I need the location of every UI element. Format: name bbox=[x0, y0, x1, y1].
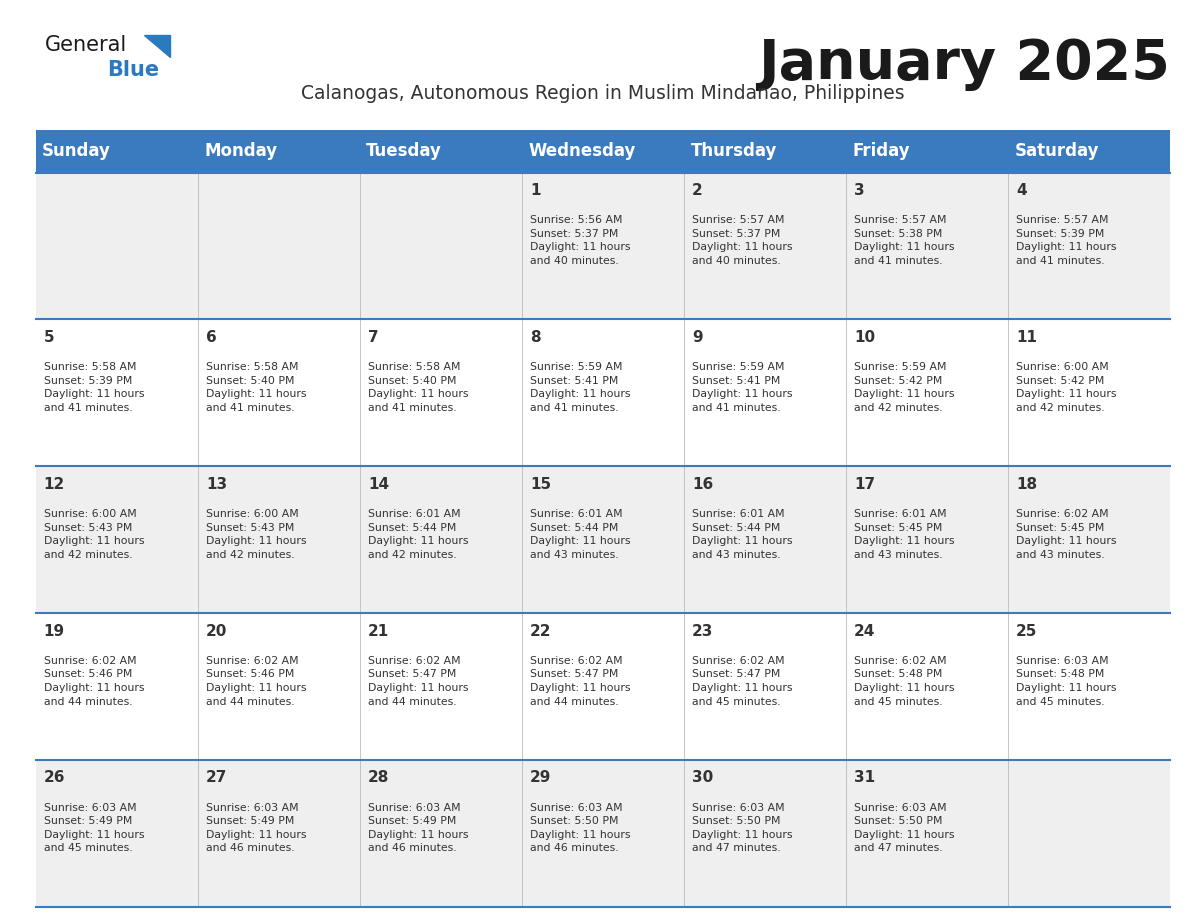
Bar bbox=[36, 760, 1170, 907]
Text: 26: 26 bbox=[44, 770, 65, 786]
Text: Sunrise: 5:58 AM
Sunset: 5:39 PM
Daylight: 11 hours
and 41 minutes.: Sunrise: 5:58 AM Sunset: 5:39 PM Dayligh… bbox=[44, 362, 144, 413]
Text: Thursday: Thursday bbox=[690, 142, 777, 161]
Text: 29: 29 bbox=[530, 770, 551, 786]
Text: Sunrise: 6:02 AM
Sunset: 5:48 PM
Daylight: 11 hours
and 45 minutes.: Sunrise: 6:02 AM Sunset: 5:48 PM Dayligh… bbox=[854, 655, 955, 707]
Text: General: General bbox=[45, 35, 127, 55]
Text: 21: 21 bbox=[368, 623, 390, 639]
Text: Sunrise: 5:57 AM
Sunset: 5:38 PM
Daylight: 11 hours
and 41 minutes.: Sunrise: 5:57 AM Sunset: 5:38 PM Dayligh… bbox=[854, 215, 955, 266]
Text: Sunrise: 6:01 AM
Sunset: 5:44 PM
Daylight: 11 hours
and 43 minutes.: Sunrise: 6:01 AM Sunset: 5:44 PM Dayligh… bbox=[530, 509, 631, 560]
Text: Sunrise: 6:02 AM
Sunset: 5:47 PM
Daylight: 11 hours
and 44 minutes.: Sunrise: 6:02 AM Sunset: 5:47 PM Dayligh… bbox=[530, 655, 631, 707]
Bar bbox=[36, 466, 1170, 613]
Text: Monday: Monday bbox=[204, 142, 277, 161]
Text: 15: 15 bbox=[530, 476, 551, 492]
Text: 9: 9 bbox=[693, 330, 702, 345]
Text: 3: 3 bbox=[854, 183, 865, 198]
Text: 17: 17 bbox=[854, 476, 876, 492]
Text: 2: 2 bbox=[693, 183, 703, 198]
Text: 14: 14 bbox=[368, 476, 388, 492]
Text: Sunrise: 6:02 AM
Sunset: 5:47 PM
Daylight: 11 hours
and 45 minutes.: Sunrise: 6:02 AM Sunset: 5:47 PM Dayligh… bbox=[693, 655, 792, 707]
Text: Sunrise: 5:58 AM
Sunset: 5:40 PM
Daylight: 11 hours
and 41 minutes.: Sunrise: 5:58 AM Sunset: 5:40 PM Dayligh… bbox=[206, 362, 307, 413]
Text: 25: 25 bbox=[1016, 623, 1037, 639]
Text: 28: 28 bbox=[368, 770, 390, 786]
Text: Sunrise: 6:03 AM
Sunset: 5:48 PM
Daylight: 11 hours
and 45 minutes.: Sunrise: 6:03 AM Sunset: 5:48 PM Dayligh… bbox=[1016, 655, 1117, 707]
Text: 7: 7 bbox=[368, 330, 379, 345]
Text: Sunrise: 5:59 AM
Sunset: 5:42 PM
Daylight: 11 hours
and 42 minutes.: Sunrise: 5:59 AM Sunset: 5:42 PM Dayligh… bbox=[854, 362, 955, 413]
Bar bbox=[36, 613, 1170, 760]
Text: Saturday: Saturday bbox=[1015, 142, 1099, 161]
Text: 19: 19 bbox=[44, 623, 65, 639]
Text: Sunrise: 6:03 AM
Sunset: 5:50 PM
Daylight: 11 hours
and 46 minutes.: Sunrise: 6:03 AM Sunset: 5:50 PM Dayligh… bbox=[530, 802, 631, 854]
Text: Sunrise: 6:03 AM
Sunset: 5:49 PM
Daylight: 11 hours
and 45 minutes.: Sunrise: 6:03 AM Sunset: 5:49 PM Dayligh… bbox=[44, 802, 144, 854]
Text: 20: 20 bbox=[206, 623, 227, 639]
Text: 27: 27 bbox=[206, 770, 227, 786]
Text: Sunrise: 6:02 AM
Sunset: 5:47 PM
Daylight: 11 hours
and 44 minutes.: Sunrise: 6:02 AM Sunset: 5:47 PM Dayligh… bbox=[368, 655, 468, 707]
Text: Sunrise: 6:01 AM
Sunset: 5:45 PM
Daylight: 11 hours
and 43 minutes.: Sunrise: 6:01 AM Sunset: 5:45 PM Dayligh… bbox=[854, 509, 955, 560]
Bar bbox=[36, 173, 1170, 319]
Text: Sunrise: 5:57 AM
Sunset: 5:37 PM
Daylight: 11 hours
and 40 minutes.: Sunrise: 5:57 AM Sunset: 5:37 PM Dayligh… bbox=[693, 215, 792, 266]
Text: Friday: Friday bbox=[853, 142, 910, 161]
Text: Sunrise: 6:03 AM
Sunset: 5:50 PM
Daylight: 11 hours
and 47 minutes.: Sunrise: 6:03 AM Sunset: 5:50 PM Dayligh… bbox=[693, 802, 792, 854]
Text: Sunrise: 6:01 AM
Sunset: 5:44 PM
Daylight: 11 hours
and 43 minutes.: Sunrise: 6:01 AM Sunset: 5:44 PM Dayligh… bbox=[693, 509, 792, 560]
Text: Sunrise: 6:03 AM
Sunset: 5:49 PM
Daylight: 11 hours
and 46 minutes.: Sunrise: 6:03 AM Sunset: 5:49 PM Dayligh… bbox=[368, 802, 468, 854]
Text: Sunrise: 5:57 AM
Sunset: 5:39 PM
Daylight: 11 hours
and 41 minutes.: Sunrise: 5:57 AM Sunset: 5:39 PM Dayligh… bbox=[1016, 215, 1117, 266]
Text: Sunrise: 5:59 AM
Sunset: 5:41 PM
Daylight: 11 hours
and 41 minutes.: Sunrise: 5:59 AM Sunset: 5:41 PM Dayligh… bbox=[693, 362, 792, 413]
Text: Sunrise: 6:03 AM
Sunset: 5:49 PM
Daylight: 11 hours
and 46 minutes.: Sunrise: 6:03 AM Sunset: 5:49 PM Dayligh… bbox=[206, 802, 307, 854]
Text: 12: 12 bbox=[44, 476, 65, 492]
Text: 30: 30 bbox=[693, 770, 713, 786]
Text: Blue: Blue bbox=[107, 60, 159, 80]
Text: 1: 1 bbox=[530, 183, 541, 198]
Text: Sunrise: 6:00 AM
Sunset: 5:43 PM
Daylight: 11 hours
and 42 minutes.: Sunrise: 6:00 AM Sunset: 5:43 PM Dayligh… bbox=[44, 509, 144, 560]
Text: Sunrise: 6:00 AM
Sunset: 5:42 PM
Daylight: 11 hours
and 42 minutes.: Sunrise: 6:00 AM Sunset: 5:42 PM Dayligh… bbox=[1016, 362, 1117, 413]
Text: Sunrise: 6:00 AM
Sunset: 5:43 PM
Daylight: 11 hours
and 42 minutes.: Sunrise: 6:00 AM Sunset: 5:43 PM Dayligh… bbox=[206, 509, 307, 560]
Text: 23: 23 bbox=[693, 623, 714, 639]
Text: Sunrise: 6:02 AM
Sunset: 5:46 PM
Daylight: 11 hours
and 44 minutes.: Sunrise: 6:02 AM Sunset: 5:46 PM Dayligh… bbox=[206, 655, 307, 707]
Text: Sunrise: 6:02 AM
Sunset: 5:45 PM
Daylight: 11 hours
and 43 minutes.: Sunrise: 6:02 AM Sunset: 5:45 PM Dayligh… bbox=[1016, 509, 1117, 560]
Text: Sunday: Sunday bbox=[42, 142, 110, 161]
Bar bbox=[36, 130, 1170, 173]
Text: Sunrise: 5:59 AM
Sunset: 5:41 PM
Daylight: 11 hours
and 41 minutes.: Sunrise: 5:59 AM Sunset: 5:41 PM Dayligh… bbox=[530, 362, 631, 413]
Text: 5: 5 bbox=[44, 330, 55, 345]
Text: Tuesday: Tuesday bbox=[366, 142, 442, 161]
Text: 6: 6 bbox=[206, 330, 216, 345]
Text: Sunrise: 6:03 AM
Sunset: 5:50 PM
Daylight: 11 hours
and 47 minutes.: Sunrise: 6:03 AM Sunset: 5:50 PM Dayligh… bbox=[854, 802, 955, 854]
Text: Sunrise: 6:02 AM
Sunset: 5:46 PM
Daylight: 11 hours
and 44 minutes.: Sunrise: 6:02 AM Sunset: 5:46 PM Dayligh… bbox=[44, 655, 144, 707]
Text: 11: 11 bbox=[1016, 330, 1037, 345]
Text: January 2025: January 2025 bbox=[758, 37, 1170, 91]
Text: 24: 24 bbox=[854, 623, 876, 639]
Bar bbox=[36, 319, 1170, 466]
Text: 18: 18 bbox=[1016, 476, 1037, 492]
Text: 8: 8 bbox=[530, 330, 541, 345]
Text: 4: 4 bbox=[1016, 183, 1026, 198]
Text: 16: 16 bbox=[693, 476, 713, 492]
Text: Sunrise: 6:01 AM
Sunset: 5:44 PM
Daylight: 11 hours
and 42 minutes.: Sunrise: 6:01 AM Sunset: 5:44 PM Dayligh… bbox=[368, 509, 468, 560]
Text: 31: 31 bbox=[854, 770, 876, 786]
Text: Wednesday: Wednesday bbox=[529, 142, 636, 161]
Text: 22: 22 bbox=[530, 623, 551, 639]
Polygon shape bbox=[144, 35, 170, 57]
Text: Sunrise: 5:56 AM
Sunset: 5:37 PM
Daylight: 11 hours
and 40 minutes.: Sunrise: 5:56 AM Sunset: 5:37 PM Dayligh… bbox=[530, 215, 631, 266]
Text: 13: 13 bbox=[206, 476, 227, 492]
Text: Calanogas, Autonomous Region in Muslim Mindanao, Philippines: Calanogas, Autonomous Region in Muslim M… bbox=[301, 84, 905, 104]
Text: Sunrise: 5:58 AM
Sunset: 5:40 PM
Daylight: 11 hours
and 41 minutes.: Sunrise: 5:58 AM Sunset: 5:40 PM Dayligh… bbox=[368, 362, 468, 413]
Text: 10: 10 bbox=[854, 330, 876, 345]
